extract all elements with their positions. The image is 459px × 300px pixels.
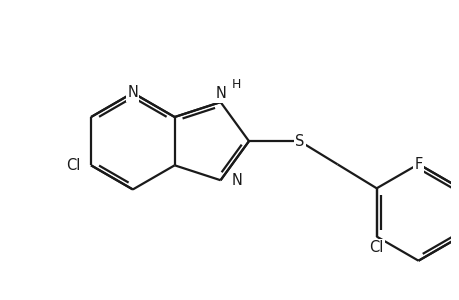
Text: Cl: Cl bbox=[66, 158, 80, 173]
Text: N: N bbox=[231, 173, 241, 188]
Text: N: N bbox=[215, 86, 225, 101]
Text: Cl: Cl bbox=[369, 240, 383, 255]
Text: N: N bbox=[127, 85, 138, 100]
Text: H: H bbox=[231, 78, 241, 91]
Text: F: F bbox=[414, 157, 422, 172]
Text: S: S bbox=[294, 134, 304, 149]
